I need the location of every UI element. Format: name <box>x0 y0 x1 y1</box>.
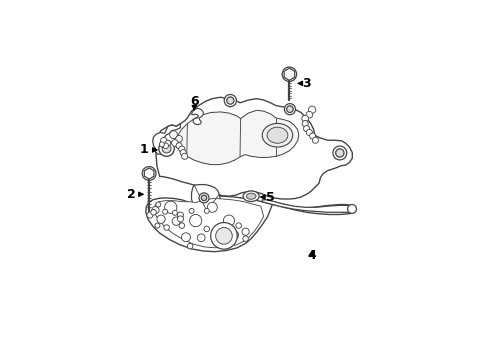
Circle shape <box>333 146 347 160</box>
Circle shape <box>284 104 295 115</box>
Circle shape <box>216 228 232 244</box>
Circle shape <box>214 235 222 243</box>
Circle shape <box>157 215 165 223</box>
Circle shape <box>236 223 242 228</box>
Polygon shape <box>262 200 355 212</box>
Polygon shape <box>192 185 220 211</box>
Circle shape <box>182 233 191 242</box>
Circle shape <box>187 243 193 249</box>
Circle shape <box>159 142 164 147</box>
Circle shape <box>224 94 237 107</box>
Circle shape <box>182 153 188 159</box>
Circle shape <box>156 202 161 207</box>
Circle shape <box>165 201 177 213</box>
Circle shape <box>177 212 183 218</box>
Circle shape <box>302 115 309 122</box>
Circle shape <box>310 133 316 139</box>
Polygon shape <box>173 110 299 165</box>
Circle shape <box>180 150 186 156</box>
Circle shape <box>230 231 239 239</box>
Circle shape <box>227 97 234 104</box>
Circle shape <box>309 106 316 113</box>
Circle shape <box>199 193 209 203</box>
Circle shape <box>219 227 225 232</box>
Ellipse shape <box>246 193 256 199</box>
Circle shape <box>287 106 293 112</box>
Circle shape <box>151 210 156 215</box>
Polygon shape <box>284 68 294 80</box>
Circle shape <box>147 212 153 218</box>
Polygon shape <box>192 108 203 125</box>
Circle shape <box>336 149 344 157</box>
Circle shape <box>176 143 182 149</box>
Circle shape <box>302 121 308 127</box>
Polygon shape <box>154 198 264 248</box>
Circle shape <box>142 167 156 180</box>
Circle shape <box>201 195 207 201</box>
Polygon shape <box>153 123 180 154</box>
Circle shape <box>163 143 169 149</box>
Ellipse shape <box>262 123 293 147</box>
Circle shape <box>159 141 174 156</box>
Ellipse shape <box>267 127 288 143</box>
Circle shape <box>179 223 185 228</box>
Polygon shape <box>155 97 352 199</box>
Circle shape <box>190 215 202 227</box>
Circle shape <box>282 67 296 81</box>
Circle shape <box>155 223 160 228</box>
Circle shape <box>189 208 194 213</box>
Circle shape <box>165 140 171 146</box>
Circle shape <box>223 215 235 226</box>
Circle shape <box>197 234 205 242</box>
Circle shape <box>204 208 209 213</box>
Circle shape <box>177 216 183 222</box>
Circle shape <box>161 138 167 144</box>
Circle shape <box>211 222 237 249</box>
Circle shape <box>172 210 177 215</box>
Circle shape <box>313 137 318 143</box>
Circle shape <box>162 144 171 153</box>
Circle shape <box>207 202 217 212</box>
Circle shape <box>163 209 168 214</box>
Circle shape <box>172 217 180 225</box>
Text: 6: 6 <box>190 95 198 108</box>
Text: 4: 4 <box>308 249 317 262</box>
Text: 2: 2 <box>127 188 136 201</box>
Text: 1: 1 <box>140 143 149 157</box>
Circle shape <box>170 131 177 139</box>
Circle shape <box>164 225 170 230</box>
Circle shape <box>306 111 313 118</box>
Circle shape <box>176 135 182 142</box>
Circle shape <box>179 146 185 152</box>
Polygon shape <box>146 195 355 252</box>
Circle shape <box>347 204 356 213</box>
Circle shape <box>306 129 313 135</box>
Ellipse shape <box>243 191 259 202</box>
Circle shape <box>243 236 248 242</box>
Polygon shape <box>145 168 154 179</box>
Circle shape <box>152 207 159 214</box>
Text: 5: 5 <box>266 190 275 203</box>
Circle shape <box>226 242 232 248</box>
Text: 3: 3 <box>302 77 311 90</box>
Circle shape <box>172 140 178 146</box>
Circle shape <box>303 126 310 132</box>
Circle shape <box>242 228 249 235</box>
Circle shape <box>204 226 210 232</box>
